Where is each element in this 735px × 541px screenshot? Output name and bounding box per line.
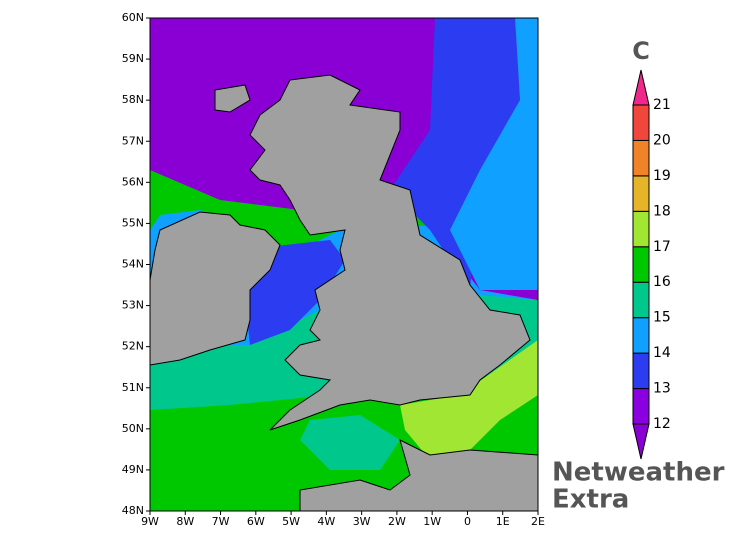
lat-label: 60N bbox=[122, 11, 144, 24]
colorbar-segment bbox=[632, 246, 650, 283]
sea-lightblue bbox=[450, 18, 538, 290]
axes: 60N 59N 58N 57N 56N 55N 54N 53N 52N 51N 50N 49N 48N9… bbox=[122, 11, 545, 528]
colorbar-label: 13 bbox=[653, 381, 671, 397]
sea-yellowgreen bbox=[400, 340, 538, 460]
colorbar-segment bbox=[632, 104, 650, 141]
lon-label: 7W bbox=[212, 515, 230, 528]
sea-blue bbox=[390, 18, 520, 290]
lon-label: 3W bbox=[353, 515, 371, 528]
lat-label: 53N bbox=[122, 299, 144, 312]
colorbar-unit: C bbox=[632, 37, 650, 65]
brand-line1: Netweather bbox=[552, 458, 725, 488]
lat-label: 58N bbox=[122, 93, 144, 106]
colorbar-label: 17 bbox=[653, 239, 671, 255]
lon-label: 6W bbox=[247, 515, 265, 528]
colorbar-segment bbox=[632, 388, 650, 425]
lat-label: 51N bbox=[122, 381, 144, 394]
colorbar-segment bbox=[632, 139, 650, 177]
lat-label: 55N bbox=[122, 216, 144, 229]
lon-label: 9W bbox=[141, 515, 159, 528]
colorbar-segment bbox=[632, 423, 650, 460]
colorbar-label: 19 bbox=[653, 168, 671, 184]
colorbar-label: 15 bbox=[653, 310, 671, 326]
land bbox=[150, 74, 538, 511]
colorbar-label: 14 bbox=[653, 345, 671, 361]
colorbar-label: 21 bbox=[653, 97, 671, 113]
sea-teal bbox=[300, 415, 400, 470]
colorbar: C 12 13 14 15 16 17 18 19 20 21 bbox=[632, 37, 671, 460]
colorbar-segment bbox=[632, 69, 650, 106]
lat-label: 50N bbox=[122, 422, 144, 435]
lat-label: 48N bbox=[122, 504, 144, 517]
colorbar-segment bbox=[632, 210, 650, 248]
lon-label: 1E bbox=[496, 515, 510, 528]
lon-label: 5W bbox=[282, 515, 300, 528]
lat-label: 49N bbox=[122, 463, 144, 476]
lon-label: 2W bbox=[388, 515, 406, 528]
lat-label: 52N bbox=[122, 340, 144, 353]
colorbar-label: 12 bbox=[653, 416, 671, 432]
colorbar-segment bbox=[632, 317, 650, 354]
lon-label: 2E bbox=[531, 515, 545, 528]
lon-label: 0 bbox=[464, 515, 471, 528]
colorbar-label: 20 bbox=[653, 132, 671, 148]
lon-label: 8W bbox=[176, 515, 194, 528]
colorbar-segment bbox=[632, 175, 650, 212]
colorbar-segment bbox=[632, 281, 650, 319]
lat-label: 56N bbox=[122, 175, 144, 188]
colorbar-label: 16 bbox=[653, 274, 671, 290]
brand-line2: Extra bbox=[552, 485, 629, 515]
lat-label: 59N bbox=[122, 52, 144, 65]
colorbar-label: 18 bbox=[653, 203, 671, 219]
lat-label: 54N bbox=[122, 258, 144, 271]
lon-label: 4W bbox=[317, 515, 335, 528]
colorbar-segment bbox=[632, 352, 650, 390]
sst-map bbox=[150, 18, 538, 511]
lat-label: 57N bbox=[122, 134, 144, 147]
lon-label: 1W bbox=[423, 515, 441, 528]
